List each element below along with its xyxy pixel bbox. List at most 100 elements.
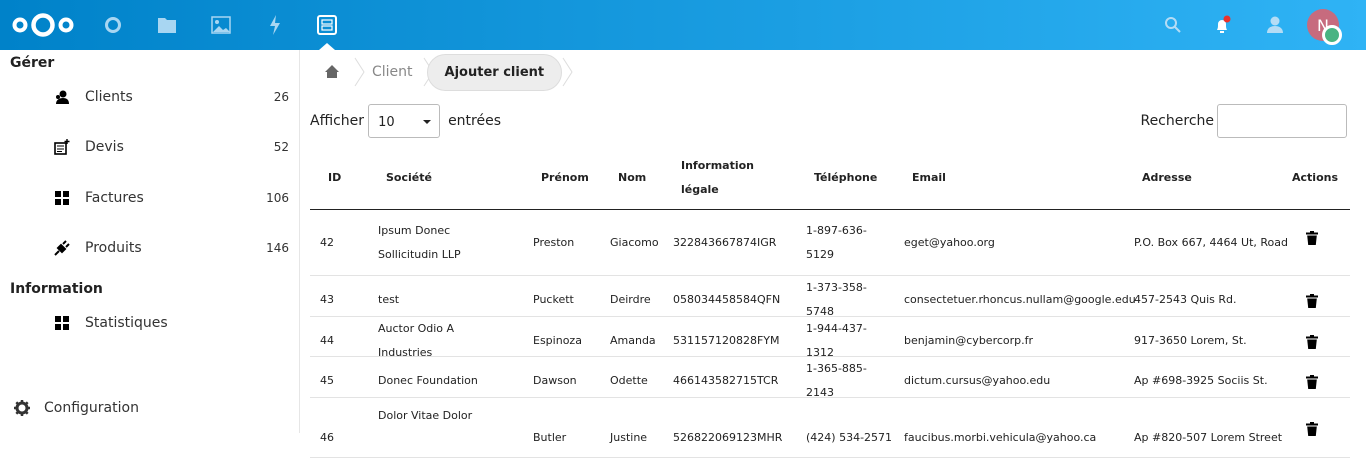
cell-adresse: 457-2543 Quis Rd. <box>1134 293 1237 306</box>
col-societe[interactable]: Société <box>386 170 432 184</box>
status-indicator <box>1322 25 1342 45</box>
col-nom[interactable]: Nom <box>618 170 647 184</box>
cell-prenom: Puckett <box>533 293 574 306</box>
table-row[interactable]: 45 Donec Foundation Dawson Odette 4661435827… <box>310 357 1350 399</box>
photos-icon[interactable] <box>209 13 233 37</box>
cell-email: consectetuer.rhoncus.nullam@google.edu <box>904 293 1136 306</box>
breadcrumb-separator <box>562 57 573 87</box>
active-app-indicator <box>319 43 335 50</box>
col-actions: Actions <box>1292 170 1338 184</box>
delete-button[interactable] <box>1290 357 1350 398</box>
add-client-button[interactable]: Ajouter client <box>426 53 563 91</box>
home-icon[interactable] <box>310 53 354 91</box>
cell-societe: Donec Foundation <box>378 374 478 387</box>
section-information: Information <box>10 281 103 297</box>
cell-info-legale: 058034458584QFN <box>673 293 781 306</box>
cell-prenom: Espinoza <box>533 334 582 347</box>
trash-icon <box>1306 375 1318 389</box>
breadcrumb-separator <box>354 57 365 87</box>
cell-telephone: 1-944-437-1312 <box>806 322 867 359</box>
sidebar-item-statistiques[interactable]: Statistiques <box>0 303 300 343</box>
breadcrumb-client[interactable]: Client <box>372 64 413 80</box>
cell-prenom: Preston <box>533 235 575 249</box>
sidebar-item-produits[interactable]: Produits 146 <box>0 228 300 268</box>
cell-email: faucibus.morbi.vehicula@yahoo.ca <box>904 431 1097 444</box>
plug-icon <box>54 240 70 256</box>
cell-societe: Auctor Odio A Industries <box>378 322 455 359</box>
cell-info-legale: 322843667874IGR <box>673 235 777 249</box>
table-header: ID Société Prénom Nom Information légale… <box>310 146 1350 210</box>
page-size-select[interactable]: 10 <box>368 104 441 138</box>
cell-prenom: Butler <box>533 431 567 444</box>
cell-nom: Justine <box>610 431 648 444</box>
cell-info-legale: 466143582715TCR <box>673 374 779 387</box>
cell-id: 46 <box>320 431 334 444</box>
table-row[interactable]: 42 Ipsum Donec Sollicitudin LLP Preston Gia… <box>310 210 1350 276</box>
sidebar-item-clients[interactable]: Clients 26 <box>0 77 300 117</box>
trash-icon <box>1306 231 1318 245</box>
settings-button[interactable]: Configuration <box>14 400 139 416</box>
cell-email: eget@yahoo.org <box>904 235 995 249</box>
sidebar-item-factures[interactable]: Factures 106 <box>0 178 300 218</box>
table-row[interactable]: 44 Auctor Odio A Industries Espinoza Amanda… <box>310 317 1350 359</box>
cell-telephone: (424) 534-2571 <box>806 431 893 444</box>
col-id[interactable]: ID <box>328 170 342 184</box>
chevron-down-icon <box>423 120 432 124</box>
cell-societe: test <box>378 293 400 306</box>
cell-email: dictum.cursus@yahoo.edu <box>904 374 1051 387</box>
cell-info-legale: 526822069123MHR <box>673 431 783 444</box>
cell-adresse: Ap #820-507 Lorem Street <box>1134 431 1283 444</box>
quote-icon <box>54 139 70 155</box>
breadcrumb: Client Ajouter client <box>310 53 574 91</box>
col-telephone[interactable]: Téléphone <box>814 170 878 184</box>
search-control: Recherche <box>1140 104 1347 138</box>
cell-nom: Amanda <box>610 334 656 347</box>
search-icon[interactable] <box>1161 13 1185 37</box>
clients-table: ID Société Prénom Nom Information légale… <box>310 146 1350 458</box>
sidebar: Gérer Clients 26 Devis 52 Factures 106 Prod… <box>0 50 300 433</box>
nextcloud-logo[interactable] <box>12 12 74 38</box>
table-row[interactable]: 43 test Puckett Deirdre 058034458584QFN 1-373… <box>310 276 1350 318</box>
delete-button[interactable] <box>1290 276 1350 317</box>
delete-button[interactable] <box>1290 317 1350 358</box>
top-bar: N <box>0 0 1366 50</box>
cell-id: 45 <box>320 374 334 387</box>
gear-icon <box>14 400 30 416</box>
section-gerer: Gérer <box>10 55 55 71</box>
app-icon[interactable] <box>315 13 339 37</box>
dashboard-icon[interactable] <box>101 13 125 37</box>
search-input[interactable] <box>1217 104 1347 138</box>
cell-email: benjamin@cybercorp.fr <box>904 334 1034 347</box>
trash-icon <box>1306 335 1318 349</box>
cell-nom: Deirdre <box>610 293 651 306</box>
cell-societe: Dolor Vitae Dolor <box>378 409 473 422</box>
cell-prenom: Dawson <box>533 374 577 387</box>
notifications-icon[interactable] <box>1210 13 1234 37</box>
cell-nom: Odette <box>610 374 648 387</box>
col-adresse[interactable]: Adresse <box>1142 170 1192 184</box>
clients-icon <box>56 90 69 104</box>
cell-id: 43 <box>320 293 334 306</box>
cell-id: 44 <box>320 334 334 347</box>
col-info-legale[interactable]: Information légale <box>681 158 754 196</box>
table-row[interactable]: 46 Dolor Vitae Dolor Butler Justine 52682206… <box>310 398 1350 458</box>
cell-adresse: 917-3650 Lorem, St. <box>1134 334 1247 347</box>
cell-adresse: Ap #698-3925 Sociis St. <box>1134 374 1268 387</box>
trash-icon <box>1306 422 1318 436</box>
files-icon[interactable] <box>155 13 179 37</box>
activity-icon[interactable] <box>263 13 287 37</box>
cell-info-legale: 531157120828FYM <box>673 334 780 347</box>
cell-telephone: 1-373-358-5748 <box>806 281 867 318</box>
sidebar-item-devis[interactable]: Devis 52 <box>0 127 300 167</box>
contacts-icon[interactable] <box>1262 13 1286 37</box>
page-size-control: Afficher 10 entrées <box>310 104 501 138</box>
col-email[interactable]: Email <box>912 170 946 184</box>
grid-icon <box>55 191 69 205</box>
cell-telephone: 1-897-636-5129 <box>806 223 867 261</box>
cell-societe: Ipsum Donec Sollicitudin LLP <box>378 223 461 261</box>
cell-telephone: 1-365-885-2143 <box>806 362 867 399</box>
cell-nom: Giacomo <box>610 235 659 249</box>
delete-button[interactable] <box>1290 404 1350 445</box>
col-prenom[interactable]: Prénom <box>541 170 589 184</box>
delete-button[interactable] <box>1290 210 1350 254</box>
